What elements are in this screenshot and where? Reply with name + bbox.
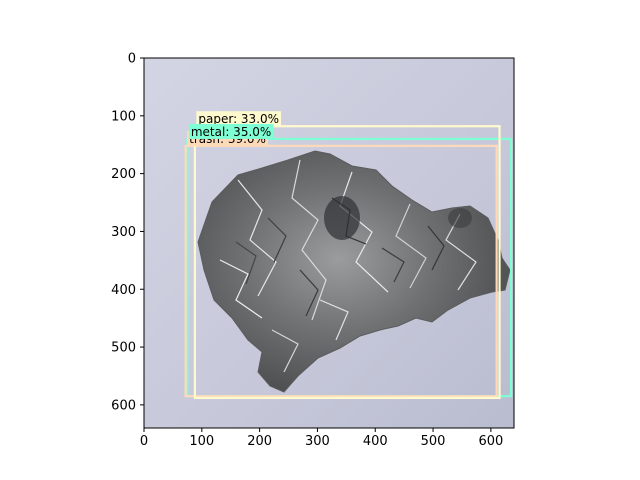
- detection-label-bg: [188, 123, 274, 139]
- x-axis: 0 100 200 300 400 500 600: [140, 428, 503, 449]
- detection-label-paper: paper: 33.0%: [196, 111, 282, 127]
- x-tick-label: 300: [305, 434, 330, 449]
- x-tick-label: 100: [189, 434, 214, 449]
- x-tick-label: 600: [478, 434, 503, 449]
- foil-shadow: [324, 196, 360, 240]
- detection-box-paper: [193, 125, 501, 400]
- y-tick-label: 500: [111, 341, 136, 356]
- detection-label-text: paper: 33.0%: [198, 112, 279, 126]
- axes-frame: [143, 57, 515, 429]
- foil-shadow: [448, 208, 472, 228]
- y-tick-label: 100: [111, 109, 136, 124]
- y-tick-label: 400: [111, 283, 136, 298]
- foil-texture: [219, 159, 477, 373]
- y-tick-label: 0: [128, 52, 136, 67]
- y-tick-label: 200: [111, 167, 136, 182]
- photo: [144, 58, 514, 428]
- y-tick-label: 600: [111, 398, 136, 413]
- detection-label-bg: [196, 111, 282, 127]
- detection-label-text: metal: 35.0%: [191, 125, 271, 139]
- y-axis: 0 100 200 300 400 500 600: [111, 52, 144, 413]
- y-tick-label: 300: [111, 225, 136, 240]
- x-tick-label: 200: [247, 434, 272, 449]
- x-tick-label: 0: [140, 434, 148, 449]
- detection-box-trash: [184, 144, 498, 398]
- detection-layer: paper: 33.0%trash: 39.0%metal: 35.0%: [184, 111, 513, 400]
- x-tick-label: 400: [363, 434, 388, 449]
- detection-label-metal: metal: 35.0%: [188, 123, 274, 139]
- x-tick-label: 500: [421, 434, 446, 449]
